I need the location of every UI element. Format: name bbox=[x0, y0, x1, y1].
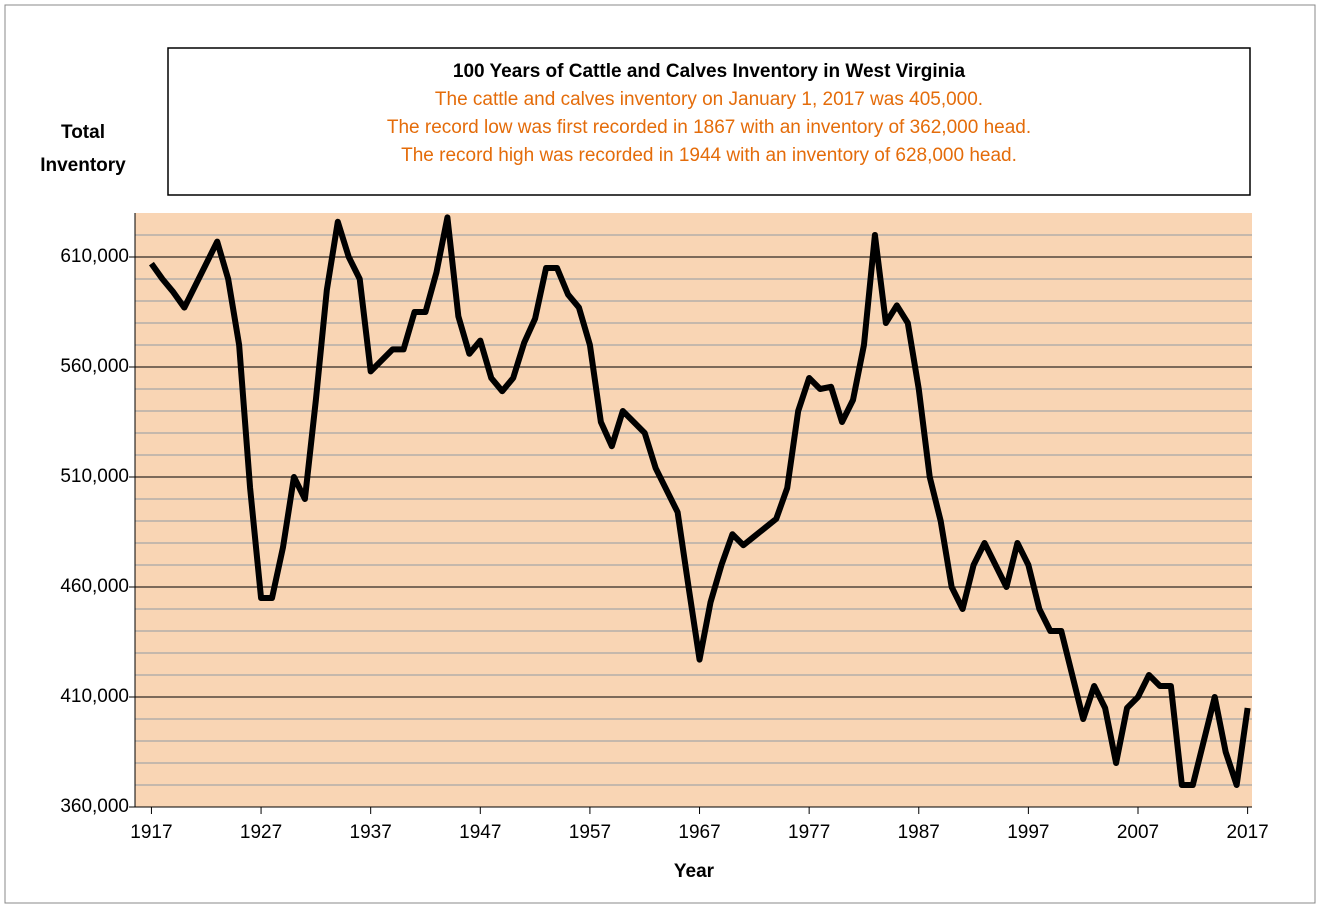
x-tick-label: 1917 bbox=[130, 822, 172, 843]
x-tick-label: 1967 bbox=[678, 822, 720, 843]
subtitle: The record high was recorded in 1944 wit… bbox=[401, 145, 1017, 166]
x-axis-label: Year bbox=[674, 861, 715, 882]
y-axis-label: Total bbox=[61, 122, 105, 143]
y-tick-label: 360,000 bbox=[60, 796, 129, 817]
x-tick-label: 1937 bbox=[350, 822, 392, 843]
x-tick-label: 1947 bbox=[459, 822, 501, 843]
x-tick-label: 1977 bbox=[788, 822, 830, 843]
x-tick-label: 1987 bbox=[898, 822, 940, 843]
y-axis-label: Inventory bbox=[40, 155, 126, 176]
title-box bbox=[167, 47, 1251, 196]
y-tick-label: 560,000 bbox=[60, 356, 129, 377]
plot-area bbox=[135, 213, 1252, 807]
x-tick-label: 1927 bbox=[240, 822, 282, 843]
y-tick-label: 510,000 bbox=[60, 466, 129, 487]
x-tick-label: 1997 bbox=[1007, 822, 1049, 843]
subtitle: The cattle and calves inventory on Janua… bbox=[435, 89, 983, 110]
line-series bbox=[148, 214, 1251, 788]
y-tick-label: 410,000 bbox=[60, 686, 129, 707]
y-tick-label: 460,000 bbox=[60, 576, 129, 597]
x-tick-label: 2017 bbox=[1226, 822, 1268, 843]
x-tick-label: 1957 bbox=[569, 822, 611, 843]
subtitle: The record low was first recorded in 186… bbox=[387, 117, 1031, 138]
y-tick-label: 610,000 bbox=[60, 246, 129, 267]
x-tick-label: 2007 bbox=[1117, 822, 1159, 843]
chart-title: 100 Years of Cattle and Calves Inventory… bbox=[453, 61, 966, 82]
